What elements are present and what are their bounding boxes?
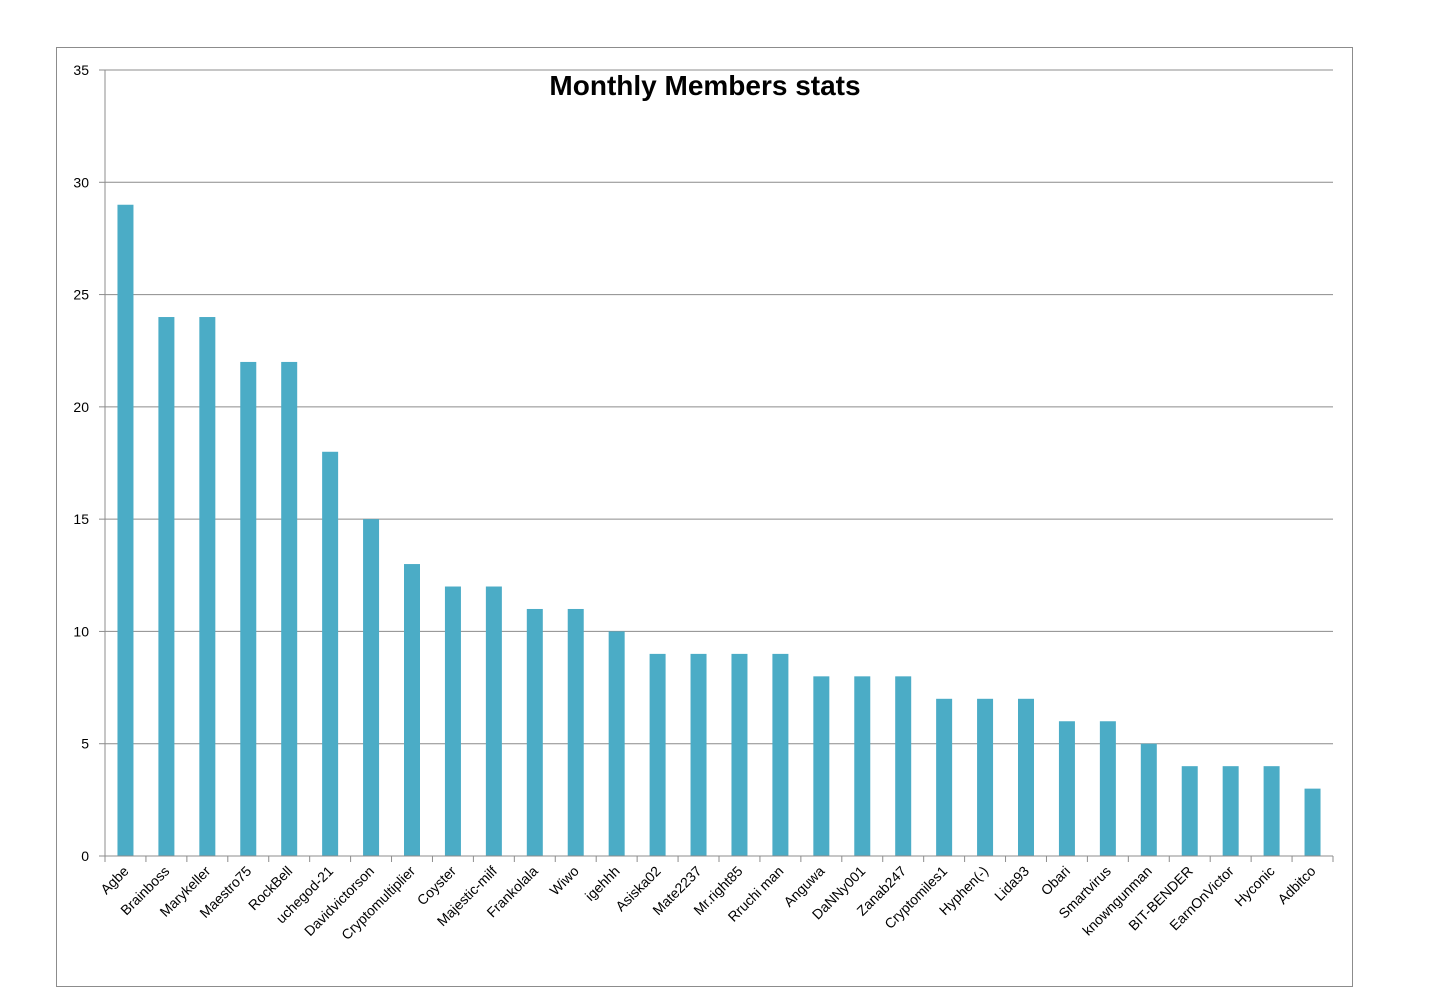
y-tick-label: 15 — [73, 511, 89, 527]
bar — [363, 519, 380, 856]
bar — [1181, 766, 1198, 856]
y-tick-label: 20 — [73, 399, 89, 415]
bar — [1018, 698, 1034, 856]
bar — [1099, 721, 1116, 856]
gridlines — [105, 69, 1333, 745]
bar — [526, 608, 543, 856]
y-tick-label: 5 — [81, 736, 89, 752]
x-category-label: Lida93 — [991, 863, 1032, 904]
bar — [977, 698, 994, 856]
bar — [690, 653, 707, 856]
bar — [444, 586, 461, 856]
bar — [608, 631, 625, 856]
y-tick-label: 10 — [73, 623, 89, 639]
bar — [567, 608, 584, 856]
bar — [813, 676, 830, 856]
bar — [731, 653, 748, 856]
bar — [158, 317, 175, 856]
x-category-label: Agbe — [97, 863, 132, 898]
bar — [895, 676, 912, 856]
bar — [281, 361, 298, 856]
bar — [1140, 743, 1157, 856]
bar — [649, 653, 666, 856]
x-category-label: Obari — [1038, 863, 1074, 899]
bar — [1222, 766, 1239, 856]
bar — [854, 676, 871, 856]
bar — [240, 361, 257, 856]
bar — [1304, 788, 1321, 856]
x-category-label: Wiwo — [546, 863, 582, 899]
y-tick-label: 25 — [73, 287, 89, 303]
y-tick-label: 0 — [81, 848, 89, 864]
bar — [1058, 721, 1075, 856]
bar — [322, 451, 339, 856]
bar — [772, 653, 789, 856]
x-category-label: Adbitco — [1274, 863, 1318, 907]
bar — [1263, 766, 1280, 856]
x-category-label: Hyconic — [1231, 863, 1278, 910]
bar — [936, 698, 953, 856]
y-tick-label: 35 — [73, 62, 89, 78]
x-category-label: Cryptomultiplier — [338, 863, 418, 943]
bar — [485, 586, 502, 856]
bar — [199, 317, 216, 856]
bar — [117, 204, 134, 856]
chart-title: Monthly Members stats — [549, 70, 860, 101]
bars — [117, 204, 1321, 856]
y-tick-label: 30 — [73, 174, 89, 190]
bar — [404, 564, 420, 856]
axes — [99, 69, 1334, 862]
